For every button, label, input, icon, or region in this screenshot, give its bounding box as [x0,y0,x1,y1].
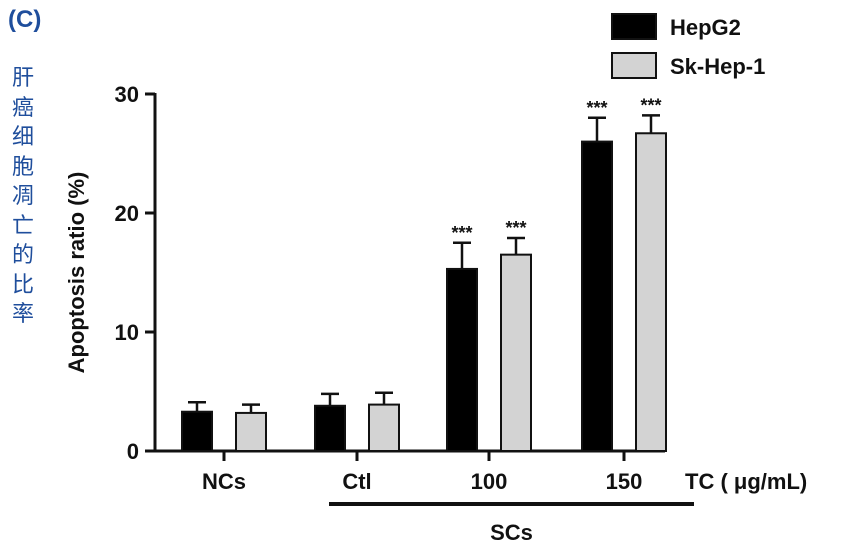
significance-label: *** [640,95,661,115]
y-tick-label: 0 [127,439,139,464]
group-label: SCs [490,520,533,545]
x-tick-label: Ctl [342,469,371,494]
legend-swatch [611,13,657,40]
x-tick-label: NCs [202,469,246,494]
side-label-char: 比 [11,272,34,298]
side-label-char: 胞 [11,154,34,180]
legend: HepG2 Sk-Hep-1 [611,13,765,79]
bar [581,140,613,452]
bar [500,253,532,452]
significance-label: *** [586,98,607,118]
bars: *** *** *** *** [181,95,667,453]
x-axis-label: TC ( μg/mL) [685,469,807,494]
significance-label: *** [451,223,472,243]
side-label-char: 细 [11,125,34,150]
side-label-char: 的 [11,243,34,268]
legend-label: Sk-Hep-1 [670,54,765,79]
bar [635,132,667,453]
side-label-char: 肝 [11,66,34,91]
side-label-char: 凋 [11,184,34,209]
side-label-char: 癌 [11,95,34,121]
x-tick-label: 150 [606,469,643,494]
legend-swatch [611,52,657,79]
bar [181,410,213,453]
side-label-char: 亡 [11,213,34,239]
y-axis: 0 10 20 30 Apoptosis ratio (%) [64,82,157,464]
bar [446,267,478,452]
panel-label: (C) [8,6,42,33]
significance-label: *** [505,218,526,238]
y-tick-label: 30 [115,82,139,107]
y-tick-label: 10 [115,320,139,345]
y-axis-label: Apoptosis ratio (%) [64,172,89,374]
side-label-char: 率 [11,302,34,327]
x-axis: NCs Ctl 100 150 TC ( μg/mL) SCs [154,449,807,545]
legend-label: HepG2 [670,15,741,40]
bar [314,404,346,452]
side-label: 肝癌细胞凋亡的比率 [10,64,36,330]
x-tick-label: 100 [471,469,508,494]
bar [368,403,400,452]
bar [235,411,267,453]
y-tick-label: 20 [115,201,139,226]
